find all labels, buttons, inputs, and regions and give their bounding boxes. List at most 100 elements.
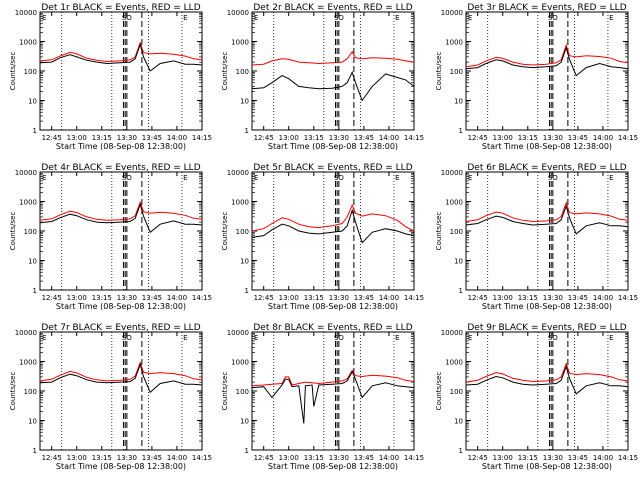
marker-text: SO bbox=[122, 14, 132, 22]
x-tick-label: 13:30 bbox=[117, 454, 137, 462]
plot-frame bbox=[465, 11, 629, 131]
y-tick-label: 10 bbox=[454, 418, 463, 426]
series-line-lld bbox=[39, 361, 203, 382]
x-tick-label: 13:15 bbox=[518, 454, 538, 462]
x-tick-label: 13:45 bbox=[142, 134, 162, 142]
y-axis-label: Counts/sec bbox=[9, 52, 17, 91]
marker-text: SO bbox=[548, 334, 558, 342]
y-tick-label: 10000 bbox=[227, 9, 249, 17]
x-tick-label: 14:15 bbox=[404, 454, 424, 462]
x-tick-label: 13:45 bbox=[354, 454, 374, 462]
plot-frame bbox=[39, 11, 203, 131]
marker-text: E bbox=[609, 334, 613, 342]
series-line-events bbox=[39, 362, 203, 394]
x-axis-label: Start Time (08-Sep-08 12:38:00) bbox=[482, 462, 612, 471]
x-tick-label: 13:15 bbox=[518, 134, 538, 142]
x-tick-label: 13:00 bbox=[493, 294, 513, 302]
marker-text: SO bbox=[122, 174, 132, 182]
marker-text: E bbox=[183, 14, 187, 22]
x-tick-label: 14:15 bbox=[404, 294, 424, 302]
x-tick-label: 13:30 bbox=[117, 294, 137, 302]
marker-text: E bbox=[183, 334, 187, 342]
chart-panel: Det 7r BLACK = Events, RED = LLD 1 10 100 10… bbox=[9, 323, 212, 471]
x-tick-label: 14:15 bbox=[618, 294, 638, 302]
x-tick-label: 14:00 bbox=[379, 454, 399, 462]
marker-text: E bbox=[42, 174, 46, 182]
y-axis-label: Counts/sec bbox=[221, 372, 229, 411]
y-tick-label: 10 bbox=[28, 98, 37, 106]
marker-text: E bbox=[395, 334, 399, 342]
marker-text: E bbox=[254, 14, 258, 22]
x-axis-label: Start Time (08-Sep-08 12:38:00) bbox=[482, 302, 612, 311]
y-tick-label: 10000 bbox=[441, 169, 463, 177]
series-line-events bbox=[39, 42, 203, 72]
y-tick-label: 10 bbox=[454, 98, 463, 106]
y-tick-label: 1000 bbox=[19, 199, 37, 207]
plot-frame bbox=[251, 331, 415, 451]
y-tick-label: 1000 bbox=[231, 39, 249, 47]
x-tick-label: 12:45 bbox=[468, 134, 488, 142]
y-tick-label: 10 bbox=[240, 258, 249, 266]
y-tick-label: 10000 bbox=[227, 169, 249, 177]
x-axis-label: Start Time (08-Sep-08 12:38:00) bbox=[268, 302, 398, 311]
x-tick-label: 14:15 bbox=[618, 454, 638, 462]
x-tick-label: 14:15 bbox=[192, 134, 212, 142]
x-tick-label: 14:00 bbox=[167, 134, 187, 142]
y-tick-label: 100 bbox=[24, 228, 37, 236]
y-tick-label: 10000 bbox=[441, 329, 463, 337]
chart-panel: Det 9r BLACK = Events, RED = LLD 1 10 100 10… bbox=[435, 323, 638, 471]
marker-text: SO bbox=[334, 334, 344, 342]
x-tick-label: 13:00 bbox=[493, 134, 513, 142]
y-axis-label: Counts/sec bbox=[435, 372, 443, 411]
x-tick-label: 14:15 bbox=[618, 134, 638, 142]
marker-text: E bbox=[254, 174, 258, 182]
x-tick-label: 13:30 bbox=[543, 134, 563, 142]
x-tick-label: 12:45 bbox=[254, 294, 274, 302]
x-tick-label: 12:45 bbox=[42, 134, 62, 142]
y-tick-label: 1000 bbox=[231, 199, 249, 207]
x-axis-label: Start Time (08-Sep-08 12:38:00) bbox=[56, 302, 186, 311]
marker-text: E bbox=[609, 14, 613, 22]
marker-text: E bbox=[609, 174, 613, 182]
marker-text: SO bbox=[548, 14, 558, 22]
y-tick-label: 100 bbox=[236, 388, 249, 396]
x-tick-label: 14:00 bbox=[593, 134, 613, 142]
plot-frame bbox=[465, 331, 629, 451]
y-tick-label: 10000 bbox=[15, 169, 37, 177]
y-axis-label: Counts/sec bbox=[9, 372, 17, 411]
y-tick-label: 1 bbox=[33, 447, 37, 455]
x-tick-label: 13:45 bbox=[568, 454, 588, 462]
y-tick-label: 100 bbox=[450, 68, 463, 76]
marker-text: E bbox=[468, 174, 472, 182]
x-tick-label: 13:15 bbox=[92, 294, 112, 302]
chart-panel: Det 1r BLACK = Events, RED = LLD 1 10 100 10… bbox=[9, 3, 212, 151]
x-tick-label: 14:00 bbox=[379, 294, 399, 302]
chart-title: Det 4r BLACK = Events, RED = LLD bbox=[41, 163, 200, 173]
x-tick-label: 13:45 bbox=[142, 454, 162, 462]
series-line-events bbox=[39, 202, 203, 234]
y-tick-label: 10000 bbox=[441, 9, 463, 17]
x-tick-label: 13:30 bbox=[329, 294, 349, 302]
x-tick-label: 14:00 bbox=[167, 454, 187, 462]
x-tick-label: 14:15 bbox=[192, 454, 212, 462]
chart-panel: Det 6r BLACK = Events, RED = LLD 1 10 100 10… bbox=[435, 163, 638, 311]
y-tick-label: 10 bbox=[28, 418, 37, 426]
chart-title: Det 2r BLACK = Events, RED = LLD bbox=[253, 3, 412, 13]
x-tick-label: 12:45 bbox=[42, 294, 62, 302]
y-tick-label: 100 bbox=[24, 388, 37, 396]
y-tick-label: 1 bbox=[459, 287, 463, 295]
x-tick-label: 13:30 bbox=[329, 454, 349, 462]
x-tick-label: 13:15 bbox=[92, 134, 112, 142]
series-line-events bbox=[465, 204, 629, 235]
marker-text: SO bbox=[122, 334, 132, 342]
series-line-events bbox=[251, 208, 415, 244]
x-tick-label: 13:15 bbox=[304, 294, 324, 302]
x-axis-label: Start Time (08-Sep-08 12:38:00) bbox=[482, 142, 612, 151]
marker-text: E bbox=[468, 334, 472, 342]
x-tick-label: 13:00 bbox=[279, 294, 299, 302]
plot-frame bbox=[251, 11, 415, 131]
y-tick-label: 100 bbox=[24, 68, 37, 76]
x-tick-label: 13:45 bbox=[354, 294, 374, 302]
x-tick-label: 12:45 bbox=[254, 134, 274, 142]
